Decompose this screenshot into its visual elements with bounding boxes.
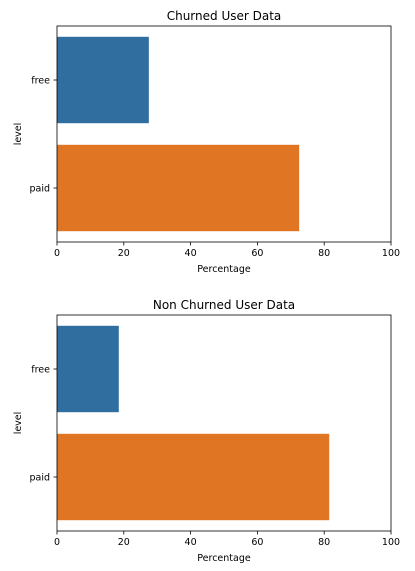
bar-free (57, 325, 119, 413)
y-tick-label: paid (29, 184, 50, 195)
x-tick-label: 60 (251, 248, 263, 259)
y-tick-label: free (31, 76, 50, 87)
x-tick-label: 60 (251, 537, 263, 548)
chart-title: Churned User Data (167, 9, 282, 23)
x-axis-label: Percentage (197, 553, 251, 564)
x-tick-label: 0 (54, 248, 60, 259)
x-axis-label: Percentage (197, 264, 251, 275)
x-tick-label: 100 (382, 248, 400, 259)
non-churned-chart: free paid 0 20 40 60 80 100 Non Churned User Dat… (13, 298, 400, 564)
bar-paid (57, 433, 330, 521)
plot-frame (56, 314, 392, 532)
y-tick-label: paid (29, 473, 50, 484)
chart-title: Non Churned User Data (153, 298, 295, 312)
x-tick-label: 0 (54, 537, 60, 548)
y-axis-label: level (13, 123, 24, 146)
y-tick-label: free (31, 365, 50, 376)
x-tick-label: 40 (185, 248, 197, 259)
churned-chart: free paid 0 20 40 60 80 100 Churned User Data Per… (13, 9, 400, 275)
y-axis-label: level (13, 412, 24, 435)
bar-paid (57, 144, 300, 232)
x-tick-label: 100 (382, 537, 400, 548)
plot-frame (56, 25, 392, 243)
x-tick-label: 80 (318, 248, 330, 259)
x-tick-label: 20 (118, 537, 130, 548)
x-tick-label: 20 (118, 248, 130, 259)
x-tick-label: 40 (185, 537, 197, 548)
x-tick-label: 80 (318, 537, 330, 548)
bar-free (57, 36, 149, 124)
